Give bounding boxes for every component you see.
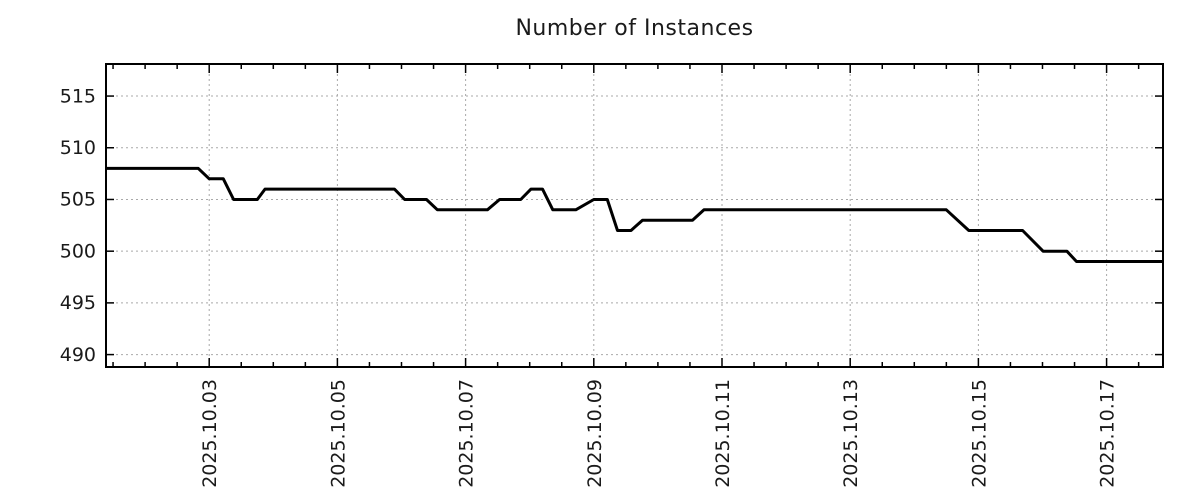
x-tick-label: 2025.10.09 <box>584 379 606 488</box>
y-tick-label: 495 <box>60 292 96 314</box>
x-tick-label: 2025.10.05 <box>327 379 349 488</box>
y-tick-label: 515 <box>60 85 96 107</box>
x-tick-label: 2025.10.07 <box>456 379 478 488</box>
chart-title: Number of Instances <box>515 16 754 41</box>
x-tick-label: 2025.10.15 <box>968 379 990 488</box>
x-tick-label: 2025.10.03 <box>199 379 221 488</box>
y-tick-label: 505 <box>60 189 96 211</box>
y-tick-label: 490 <box>60 344 96 366</box>
y-tick-label: 510 <box>60 137 96 159</box>
x-tick-label: 2025.10.17 <box>1097 379 1119 488</box>
plot-border <box>105 63 1164 368</box>
y-tick-label: 500 <box>60 240 96 262</box>
x-tick-label: 2025.10.13 <box>840 379 862 488</box>
x-tick-label: 2025.10.11 <box>712 379 734 488</box>
data-line <box>106 166 1163 263</box>
